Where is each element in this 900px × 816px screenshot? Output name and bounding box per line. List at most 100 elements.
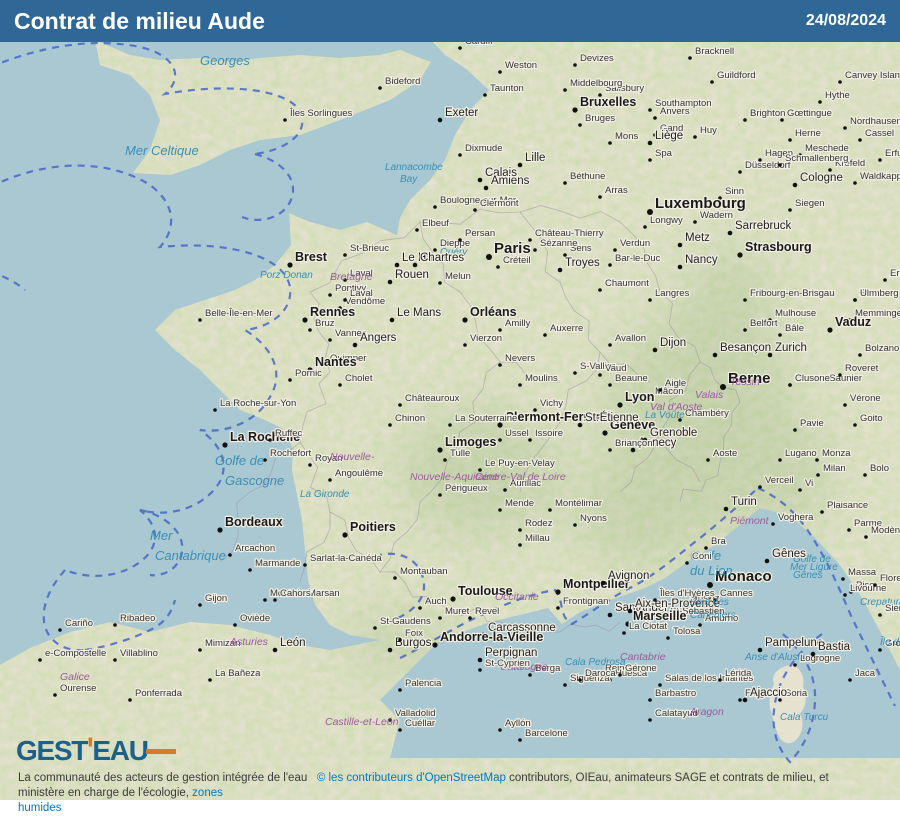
- svg-text:Bay: Bay: [400, 174, 418, 185]
- svg-text:La Roche-sur-Yon: La Roche-sur-Yon: [220, 398, 296, 409]
- svg-text:Bideford: Bideford: [385, 76, 420, 87]
- svg-text:Plaisance: Plaisance: [827, 500, 868, 511]
- svg-text:Muret: Muret: [445, 606, 470, 617]
- svg-text:Galice: Galice: [60, 671, 90, 683]
- svg-text:Mulhouse: Mulhouse: [775, 308, 816, 319]
- svg-text:Nyons: Nyons: [580, 513, 607, 524]
- svg-text:Nantes: Nantes: [315, 355, 357, 369]
- svg-text:Daroca: Daroca: [585, 668, 616, 679]
- svg-text:Chartres: Chartres: [420, 252, 464, 264]
- svg-text:Clusone: Clusone: [795, 373, 830, 384]
- svg-text:e-Compostelle: e-Compostelle: [45, 648, 106, 659]
- svg-text:Cologne: Cologne: [800, 172, 843, 184]
- svg-text:Livourne: Livourne: [850, 583, 886, 594]
- svg-text:Waldkappel: Waldkappel: [860, 171, 900, 182]
- svg-text:du Lion: du Lion: [690, 563, 733, 578]
- svg-text:Tolosa: Tolosa: [673, 626, 701, 637]
- svg-text:Ourense: Ourense: [60, 683, 96, 694]
- svg-text:Aigle: Aigle: [665, 378, 686, 389]
- svg-text:Grenoble: Grenoble: [650, 427, 697, 439]
- svg-text:Bâle: Bâle: [785, 323, 804, 334]
- svg-text:Modène: Modène: [871, 525, 900, 536]
- svg-text:Floren: Floren: [880, 573, 900, 584]
- svg-text:Liège: Liège: [655, 130, 683, 142]
- svg-text:Cantabrique: Cantabrique: [155, 548, 226, 563]
- svg-text:Verceil: Verceil: [765, 475, 794, 486]
- svg-text:La Souterraine: La Souterraine: [455, 413, 517, 424]
- svg-text:Tulle: Tulle: [450, 448, 470, 459]
- svg-text:Zurich: Zurich: [775, 342, 807, 354]
- svg-text:Siegen: Siegen: [795, 198, 825, 209]
- svg-text:Bruxelles: Bruxelles: [580, 95, 636, 109]
- svg-text:Chinon: Chinon: [395, 413, 425, 424]
- svg-text:Middelbourg: Middelbourg: [570, 78, 622, 89]
- svg-text:Auch: Auch: [425, 596, 447, 607]
- svg-text:Lannacombe: Lannacombe: [385, 162, 443, 173]
- svg-text:La Gironde: La Gironde: [300, 489, 350, 500]
- svg-text:Pornic: Pornic: [295, 368, 322, 379]
- svg-text:Logrogne: Logrogne: [800, 653, 840, 664]
- svg-text:Mons: Mons: [615, 131, 638, 142]
- svg-text:Bra: Bra: [711, 536, 727, 547]
- svg-text:Tessin: Tessin: [730, 376, 760, 388]
- svg-text:Châteauroux: Châteauroux: [405, 393, 460, 404]
- svg-text:Poitiers: Poitiers: [350, 520, 396, 534]
- svg-text:Porz Donan: Porz Donan: [260, 270, 313, 281]
- svg-text:Nancy: Nancy: [685, 254, 718, 266]
- svg-text:Rochefort: Rochefort: [270, 448, 312, 459]
- svg-text:Soria: Soria: [785, 688, 808, 699]
- svg-text:Créteil: Créteil: [503, 255, 530, 266]
- svg-text:Cantabrie: Cantabrie: [620, 651, 666, 663]
- svg-text:Rennes: Rennes: [310, 305, 355, 319]
- svg-text:Moulins: Moulins: [525, 373, 558, 384]
- svg-text:Ribadeo: Ribadeo: [120, 613, 155, 624]
- svg-text:Arras: Arras: [605, 185, 628, 196]
- svg-text:Nevers: Nevers: [505, 353, 535, 364]
- svg-text:Vérone: Vérone: [850, 393, 881, 404]
- svg-text:Îles d'Hyères: Îles d'Hyères: [659, 588, 715, 599]
- svg-text:Centre-Val de Loire: Centre-Val de Loire: [475, 471, 566, 483]
- svg-text:Gœttingue: Gœttingue: [787, 108, 832, 119]
- svg-text:Fribourg-en-Brisgau: Fribourg-en-Brisgau: [750, 288, 834, 299]
- svg-text:Millau: Millau: [525, 533, 550, 544]
- svg-text:Angoulême: Angoulême: [335, 468, 383, 479]
- svg-text:Gérone: Gérone: [625, 663, 657, 674]
- svg-text:Massa: Massa: [848, 567, 877, 578]
- svg-text:Cahors: Cahors: [280, 588, 311, 599]
- svg-text:Canebiers: Canebiers: [690, 610, 736, 621]
- svg-text:Angers: Angers: [360, 332, 397, 344]
- svg-text:Canvey Island: Canvey Island: [845, 70, 900, 81]
- svg-text:Bolzano: Bolzano: [865, 343, 899, 354]
- svg-text:Exeter: Exeter: [445, 107, 478, 119]
- svg-text:Frontignan: Frontignan: [563, 596, 608, 607]
- svg-text:Ussel: Ussel: [505, 428, 529, 439]
- svg-text:Dixmude: Dixmude: [465, 143, 503, 154]
- svg-text:Orléans: Orléans: [470, 305, 517, 319]
- svg-text:Asturies: Asturies: [229, 636, 269, 648]
- svg-text:Troyes: Troyes: [565, 257, 600, 269]
- svg-text:Taunton: Taunton: [490, 83, 524, 94]
- svg-text:Pavie: Pavie: [800, 418, 824, 429]
- svg-text:Béthune: Béthune: [570, 171, 605, 182]
- svg-text:Vaduz: Vaduz: [835, 315, 871, 329]
- svg-text:Aragon: Aragon: [689, 706, 724, 718]
- svg-text:Schmallenberg: Schmallenberg: [785, 153, 848, 164]
- svg-text:Bar-le-Duc: Bar-le-Duc: [615, 253, 661, 264]
- svg-text:Beaune: Beaune: [615, 373, 648, 384]
- svg-text:Ruffec: Ruffec: [275, 428, 303, 439]
- svg-text:Nordhausen: Nordhausen: [850, 116, 900, 127]
- svg-text:Lille: Lille: [525, 152, 545, 164]
- svg-text:Bretagne: Bretagne: [330, 271, 373, 283]
- svg-text:Monza: Monza: [822, 448, 851, 459]
- svg-text:Sier: Sier: [885, 603, 900, 614]
- svg-text:Sarrebruck: Sarrebruck: [735, 220, 791, 232]
- svg-text:Ajaccio: Ajaccio: [750, 687, 787, 699]
- svg-text:St-Étienne: St-Étienne: [585, 411, 639, 424]
- svg-text:Dijon: Dijon: [660, 337, 686, 349]
- svg-text:Vaud: Vaud: [605, 363, 626, 374]
- svg-text:Strasbourg: Strasbourg: [745, 240, 812, 254]
- svg-text:Belfort: Belfort: [750, 318, 778, 329]
- svg-text:Valais: Valais: [695, 389, 724, 401]
- svg-text:Palencia: Palencia: [405, 678, 442, 689]
- svg-text:Périgueux: Périgueux: [445, 483, 488, 494]
